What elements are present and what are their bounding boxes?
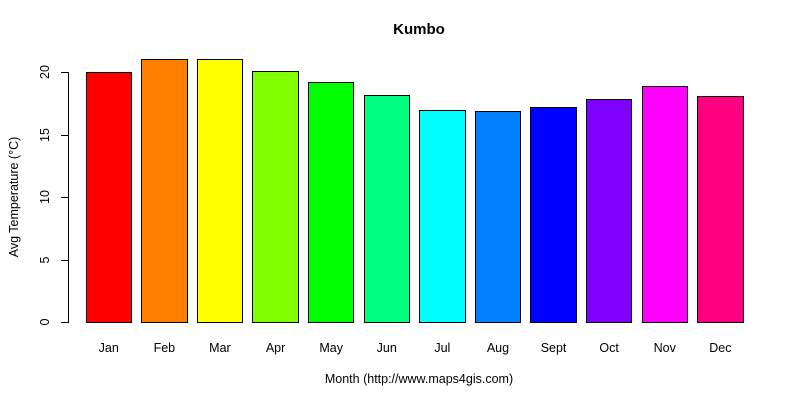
x-tick-label-apr: Apr [265, 341, 286, 355]
bar-sept [530, 107, 577, 323]
y-axis-line [68, 72, 69, 323]
x-tick-label-feb: Feb [153, 341, 176, 355]
x-tick-label-oct: Oct [599, 341, 619, 355]
bar-jun [363, 94, 410, 323]
bar-jul [419, 109, 466, 323]
x-tick-label-dec: Dec [709, 341, 732, 355]
x-tick-label-aug: Aug [486, 341, 510, 355]
bar-dec [697, 96, 744, 323]
chart-title: Kumbo [393, 21, 445, 38]
x-tick-label-mar: Mar [209, 341, 231, 355]
bar-mar [196, 58, 244, 323]
y-tick [61, 322, 68, 323]
bar-oct [585, 98, 633, 323]
bar-may [307, 82, 355, 323]
x-tick-label-nov: Nov [653, 341, 676, 355]
y-tick [61, 259, 68, 261]
x-tick-label-jul: Jul [434, 341, 451, 355]
y-tick [61, 134, 68, 136]
bar-feb [141, 58, 188, 323]
x-tick-label-sept: Sept [540, 341, 567, 355]
x-tick-label-jan: Jan [98, 341, 119, 355]
x-tick-label-may: May [319, 341, 343, 355]
bar-aug [474, 111, 522, 323]
x-axis-label: Month (http://www.maps4gis.com) [324, 372, 514, 386]
bar-apr [252, 71, 299, 323]
bar-jan [85, 72, 132, 323]
y-tick [61, 197, 68, 199]
bar-nov [641, 86, 688, 323]
x-tick-label-jun: Jun [376, 341, 397, 355]
y-tick [61, 72, 68, 74]
